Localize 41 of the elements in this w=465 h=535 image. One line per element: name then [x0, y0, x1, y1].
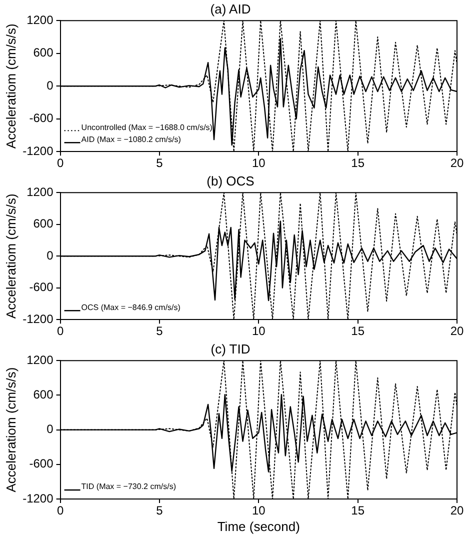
y-tick-label: -1200	[22, 144, 54, 158]
x-tick-label: 5	[156, 504, 164, 518]
chart-title: (b) OCS	[206, 173, 255, 188]
y-tick-label: 1200	[26, 184, 54, 199]
y-tick-label: 0	[46, 248, 54, 262]
y-axis-title: Acceleratiom (cm/s/s)	[3, 194, 18, 319]
x-tick-label: 10	[252, 324, 266, 338]
y-tick-label: -1200	[22, 312, 54, 326]
x-tick-label: 0	[56, 324, 64, 338]
legend-label: OCS (Max = −846.9 cm/s/s)	[81, 302, 181, 312]
x-axis-title: Time (second)	[217, 518, 300, 534]
y-tick-label: 1200	[26, 352, 54, 367]
chart-title: (c) TID	[210, 341, 250, 356]
x-tick-label: 20	[450, 504, 464, 518]
y-tick-label: -1200	[22, 491, 54, 506]
legend-label: AID (Max = −1080.2 cm/s/s)	[81, 134, 182, 144]
legend-label: TID (Max = −730.2 cm/s/s)	[81, 482, 176, 492]
x-tick-label: 20	[450, 156, 464, 170]
y-axis-title: Acceleratiom (cm/s/s)	[3, 367, 18, 492]
x-tick-label: 0	[56, 504, 64, 518]
x-tick-label: 10	[252, 504, 266, 518]
y-tick-label: 600	[33, 388, 54, 402]
x-tick-label: 15	[351, 156, 365, 170]
x-tick-label: 5	[156, 156, 164, 170]
x-tick-label: 15	[351, 504, 365, 518]
x-tick-label: 5	[156, 324, 164, 338]
chart-title: (a) AID	[210, 1, 251, 16]
x-tick-label: 10	[252, 156, 266, 170]
y-tick-label: -600	[29, 456, 54, 471]
x-tick-label: 20	[450, 324, 464, 338]
x-tick-label: 15	[351, 324, 365, 338]
x-tick-label: 0	[56, 156, 64, 170]
y-tick-label: 0	[46, 78, 54, 92]
y-tick-label: 600	[33, 216, 54, 231]
y-axis-title: Acceleratiom (cm/s/s)	[3, 24, 18, 149]
y-tick-label: 600	[33, 46, 54, 60]
y-tick-label: 0	[46, 422, 54, 436]
legend-label: Uncontrolled (Max = −1688.0 cm/s/s)	[81, 122, 213, 132]
y-tick-label: -600	[29, 111, 54, 126]
y-tick-label: 1200	[26, 12, 54, 27]
y-tick-label: -600	[29, 280, 54, 294]
